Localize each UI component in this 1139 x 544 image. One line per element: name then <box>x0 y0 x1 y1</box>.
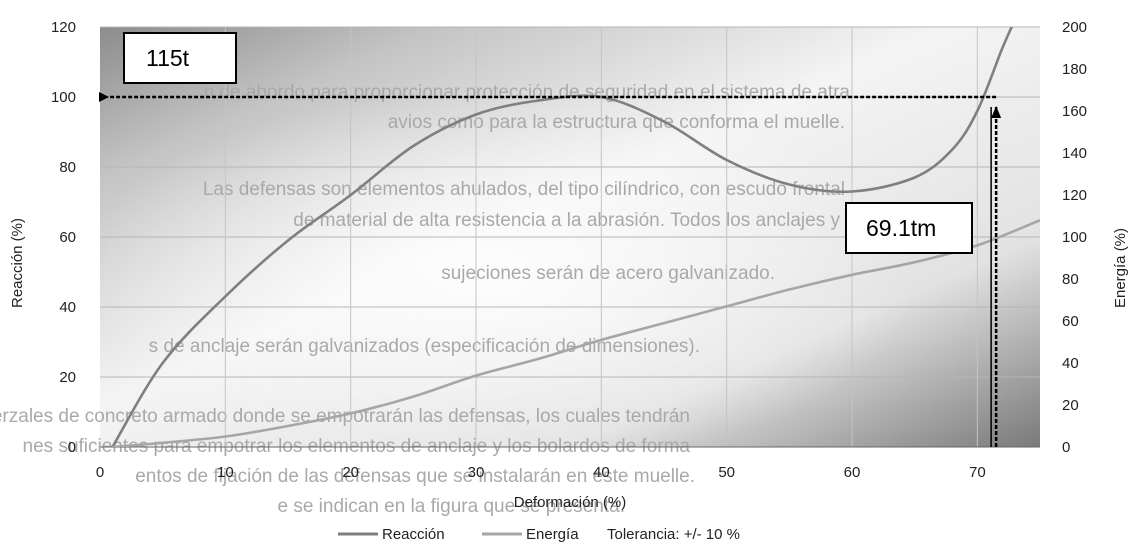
callout-label-energy: 69.1tm <box>866 215 936 241</box>
legend-tolerance: Tolerancia: +/- 10 % <box>607 526 740 543</box>
x-tick-label: 30 <box>468 464 485 481</box>
y-tick-label: 40 <box>59 299 76 316</box>
y2-tick-label: 200 <box>1062 19 1087 36</box>
background-text-line: n de abordo para proporcionar protección… <box>204 82 851 103</box>
y-tick-label: 0 <box>68 439 76 456</box>
x-tick-label: 0 <box>96 464 104 481</box>
background-text-line: erzales de concreto armado donde se empo… <box>0 406 690 427</box>
series-line-reaccion <box>111 27 1014 447</box>
series <box>111 27 1040 447</box>
y2-tick-label: 180 <box>1062 61 1087 78</box>
legend-label-reaccion: Reacción <box>382 526 445 543</box>
x-tick-label: 70 <box>969 464 986 481</box>
legend-label-energia: Energía <box>526 526 579 543</box>
series-line-energia <box>112 218 1040 447</box>
background-text-line: s de anclaje serán galvanizados (especif… <box>149 336 700 357</box>
y-tick-label: 80 <box>59 159 76 176</box>
y2-axis-title: Energía (%) <box>1112 228 1129 308</box>
y2-tick-label: 160 <box>1062 103 1087 120</box>
callout-box-reaction <box>123 32 237 84</box>
background-text-line: de material de alta resistencia a la abr… <box>293 210 840 231</box>
annotations: 115t 69.1tm <box>99 32 1002 447</box>
background-text-line: entos de fijación de las defensas que se… <box>135 466 695 487</box>
background-text-line: avios como para la estructura que confor… <box>388 112 845 133</box>
axes: 0 20 40 60 80 100 120 0 10 20 30 40 50 60 70 0 20 40 60 80 1… <box>51 19 1087 481</box>
callout-box-energy <box>845 202 973 254</box>
legend: Reacción Energía Tolerancia: +/- 10 % <box>338 526 740 543</box>
callout-label-reaction: 115t <box>146 45 190 71</box>
y-tick-label: 120 <box>51 19 76 36</box>
y2-tick-label: 20 <box>1062 397 1079 414</box>
y2-tick-label: 120 <box>1062 187 1087 204</box>
y-tick-label: 100 <box>51 89 76 106</box>
x-tick-label: 20 <box>342 464 359 481</box>
y2-tick-label: 100 <box>1062 229 1087 246</box>
background-text-line: sujeciones serán de acero galvanizado. <box>441 263 775 284</box>
x-tick-label: 60 <box>844 464 861 481</box>
y2-tick-label: 60 <box>1062 313 1079 330</box>
y-axis-title: Reacción (%) <box>9 218 26 308</box>
y2-tick-label: 40 <box>1062 355 1079 372</box>
x-tick-label: 50 <box>718 464 735 481</box>
y-tick-label: 60 <box>59 229 76 246</box>
y2-tick-label: 140 <box>1062 145 1087 162</box>
y2-tick-label: 80 <box>1062 271 1079 288</box>
y-tick-label: 20 <box>59 369 76 386</box>
x-tick-label: 10 <box>217 464 234 481</box>
background-text-line: e se indican en la figura que se present… <box>277 496 625 517</box>
y2-tick-label: 0 <box>1062 439 1070 456</box>
x-axis-title: Deformación (%) <box>514 494 627 511</box>
x-tick-label: 40 <box>593 464 610 481</box>
background-text-line: Las defensas son elementos ahulados, del… <box>203 179 845 200</box>
